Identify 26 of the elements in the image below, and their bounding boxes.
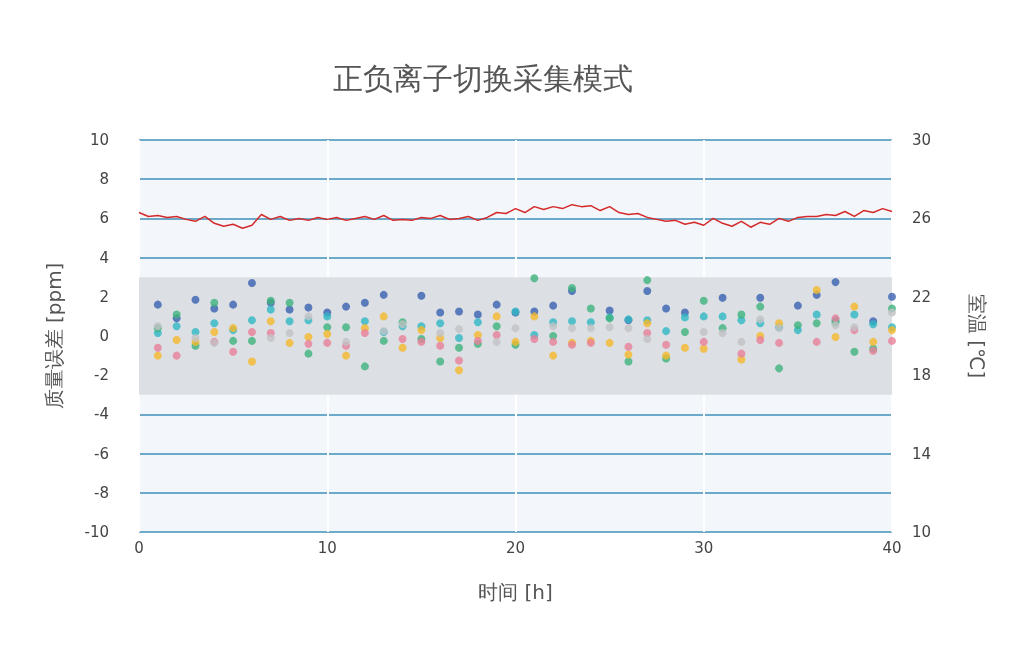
chart-title: 正负离子切换采集模式 [333,60,633,96]
y-tick-label: 10 [89,131,109,149]
y-tick-label: -8 [94,483,109,502]
y-tick-label: 2 [99,287,109,306]
y-tick-label: 8 [99,170,109,189]
y2-tick-label: 14 [912,444,932,463]
x-tick-label: 30 [694,538,714,557]
x-tick-label: 20 [505,538,526,557]
y-tick-label: -6 [94,444,109,463]
y2-tick-label: 18 [912,366,932,385]
y2-tick-label: 30 [912,131,932,149]
x-tick-label: 40 [882,538,902,557]
y2-tick-label: 26 [912,209,932,228]
x-tick-label: 10 [317,538,337,557]
y2-tick-label: 10 [912,523,932,541]
y-tick-label: -4 [94,405,109,424]
y-tick-label: 4 [99,248,109,267]
y2-axis-title: 室温 [℃] [965,293,989,379]
y-tick-label: 6 [99,209,109,228]
y-axis-title: 质量误差 [ppm] [42,262,66,410]
x-axis-title: 时间 [h] [478,580,553,604]
y2-tick-label: 22 [912,287,932,306]
x-tick-label: 0 [134,538,144,557]
y-tick-label: 0 [99,327,109,345]
y-tick-label: -2 [94,366,109,385]
y-tick-label: -10 [84,523,109,541]
